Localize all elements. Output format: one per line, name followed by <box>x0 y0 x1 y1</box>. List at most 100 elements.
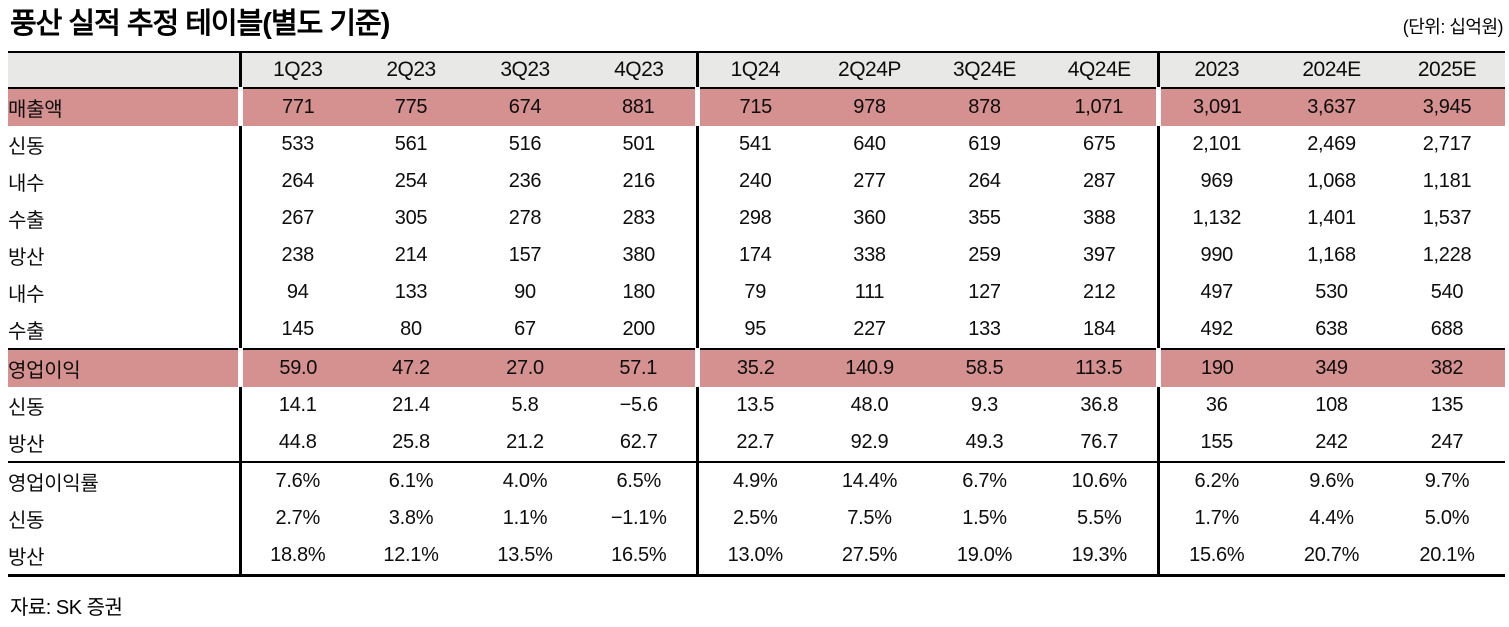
cell: 19.3% <box>1042 537 1158 576</box>
cell: 1.7% <box>1156 500 1274 538</box>
cell: 21.4 <box>354 387 468 425</box>
table-body: 매출액 771 775 674 881 715 978 878 1,071 3,091 3,637 3… <box>8 88 1505 576</box>
cell: 27.5% <box>812 537 927 576</box>
cell: 13.5% <box>468 537 582 576</box>
table-row: 매출액 771 775 674 881 715 978 878 1,071 3,091 3,637 3… <box>8 88 1505 127</box>
cell: 881 <box>582 88 700 127</box>
cell: 277 <box>812 163 927 201</box>
cell: 200 <box>582 311 697 350</box>
column-header: 4Q23 <box>582 52 697 90</box>
cell: 3,091 <box>1156 88 1274 127</box>
cell: 2,717 <box>1389 126 1505 164</box>
table-row: 신동 533 561 516 501 541 640 619 675 2,101 2,469 2,71… <box>8 126 1505 164</box>
cell: 771 <box>238 88 354 127</box>
cell: 6.2% <box>1156 461 1274 501</box>
column-header: 2024E <box>1274 52 1389 90</box>
table-row: 영업이익률 7.6% 6.1% 4.0% 6.5% 4.9% 14.4% 6.7% 10.6% 6… <box>8 461 1505 501</box>
row-label: 내수 <box>8 274 240 312</box>
cell: 1,401 <box>1274 200 1389 238</box>
cell: 62.7 <box>582 424 697 463</box>
cell: 638 <box>1274 311 1389 350</box>
cell: 135 <box>1389 387 1505 425</box>
cell: 238 <box>238 237 354 275</box>
column-header: 2023 <box>1156 52 1274 90</box>
cell: 4.0% <box>468 461 582 501</box>
table-row: 내수 94 133 90 180 79 111 127 212 497 530 540 <box>8 274 1505 312</box>
cell: 15.6% <box>1156 537 1274 576</box>
cell: 540 <box>1389 274 1505 312</box>
row-label: 영업이익 <box>8 348 243 388</box>
cell: 240 <box>695 163 812 201</box>
cell: 216 <box>582 163 697 201</box>
table-row: 방산 44.8 25.8 21.2 62.7 22.7 92.9 49.3 76.7 155 242… <box>8 424 1505 463</box>
cell: 619 <box>927 126 1042 164</box>
cell: 44.8 <box>238 424 354 463</box>
cell: 978 <box>812 88 927 127</box>
cell: 140.9 <box>812 348 927 388</box>
cell: 7.6% <box>238 461 354 501</box>
cell: 145 <box>238 311 354 350</box>
table-row: 신동 14.1 21.4 5.8 −5.6 13.5 48.0 9.3 36.8 36 108 135 <box>8 387 1505 425</box>
cell: 25.8 <box>354 424 468 463</box>
cell: 2.5% <box>695 500 812 538</box>
cell: 111 <box>812 274 927 312</box>
column-header: 4Q24E <box>1042 52 1158 90</box>
row-label: 내수 <box>8 163 240 201</box>
cell: 6.5% <box>582 461 697 501</box>
cell: 1,071 <box>1042 88 1161 127</box>
cell: 990 <box>1156 237 1274 275</box>
source-note: 자료: SK 증권 <box>10 597 123 620</box>
cell: 397 <box>1042 237 1158 275</box>
cell: 14.1 <box>238 387 354 425</box>
cell: 57.1 <box>582 348 700 388</box>
cell: 264 <box>238 163 354 201</box>
cell: 878 <box>927 88 1042 127</box>
cell: 715 <box>695 88 812 127</box>
cell: 775 <box>354 88 468 127</box>
cell: 516 <box>468 126 582 164</box>
table-row: 내수 264 254 236 216 240 277 264 287 969 1,068 1,181 <box>8 163 1505 201</box>
cell: 108 <box>1274 387 1389 425</box>
cell: 338 <box>812 237 927 275</box>
cell: 640 <box>812 126 927 164</box>
cell: −1.1% <box>582 500 697 538</box>
cell: 27.0 <box>468 348 582 388</box>
cell: 13.5 <box>695 387 812 425</box>
column-header: 1Q24 <box>695 52 812 90</box>
cell: 2.7% <box>238 500 354 538</box>
cell: 305 <box>354 200 468 238</box>
cell: 1,181 <box>1389 163 1505 201</box>
cell: 675 <box>1042 126 1158 164</box>
cell: 9.7% <box>1389 461 1505 501</box>
table-header-bar: 풍산 실적 추정 테이블(별도 기준) (단위: 십억원) <box>8 6 1505 51</box>
cell: 95 <box>695 311 812 350</box>
cell: 21.2 <box>468 424 582 463</box>
table-row: 영업이익 59.0 47.2 27.0 57.1 35.2 140.9 58.5 113.5 19… <box>8 348 1505 388</box>
column-header: 2Q24P <box>812 52 927 90</box>
cell: 10.6% <box>1042 461 1158 501</box>
cell: 47.2 <box>354 348 468 388</box>
table-row: 수출 267 305 278 283 298 360 355 388 1,132 1,401 1,53… <box>8 200 1505 238</box>
cell: 355 <box>927 200 1042 238</box>
cell: 1,537 <box>1389 200 1505 238</box>
row-label-header <box>8 52 240 90</box>
cell: 6.1% <box>354 461 468 501</box>
cell: 264 <box>927 163 1042 201</box>
table-row: 수출 145 80 67 200 95 227 133 184 492 638 688 <box>8 311 1505 350</box>
column-header: 2025E <box>1389 52 1505 90</box>
unit-label: (단위: 십억원) <box>1402 17 1504 38</box>
cell: 3,945 <box>1389 88 1505 127</box>
cell: 254 <box>354 163 468 201</box>
column-header: 1Q23 <box>238 52 354 90</box>
cell: 90 <box>468 274 582 312</box>
cell: 267 <box>238 200 354 238</box>
cell: 49.3 <box>927 424 1042 463</box>
row-label: 신동 <box>8 126 240 164</box>
row-label: 방산 <box>8 537 240 576</box>
cell: 541 <box>695 126 812 164</box>
row-label: 방산 <box>8 237 240 275</box>
cell: 180 <box>582 274 697 312</box>
table-row: 방산 18.8% 12.1% 13.5% 16.5% 13.0% 27.5% 19.0% 19.… <box>8 537 1505 576</box>
cell: 283 <box>582 200 697 238</box>
